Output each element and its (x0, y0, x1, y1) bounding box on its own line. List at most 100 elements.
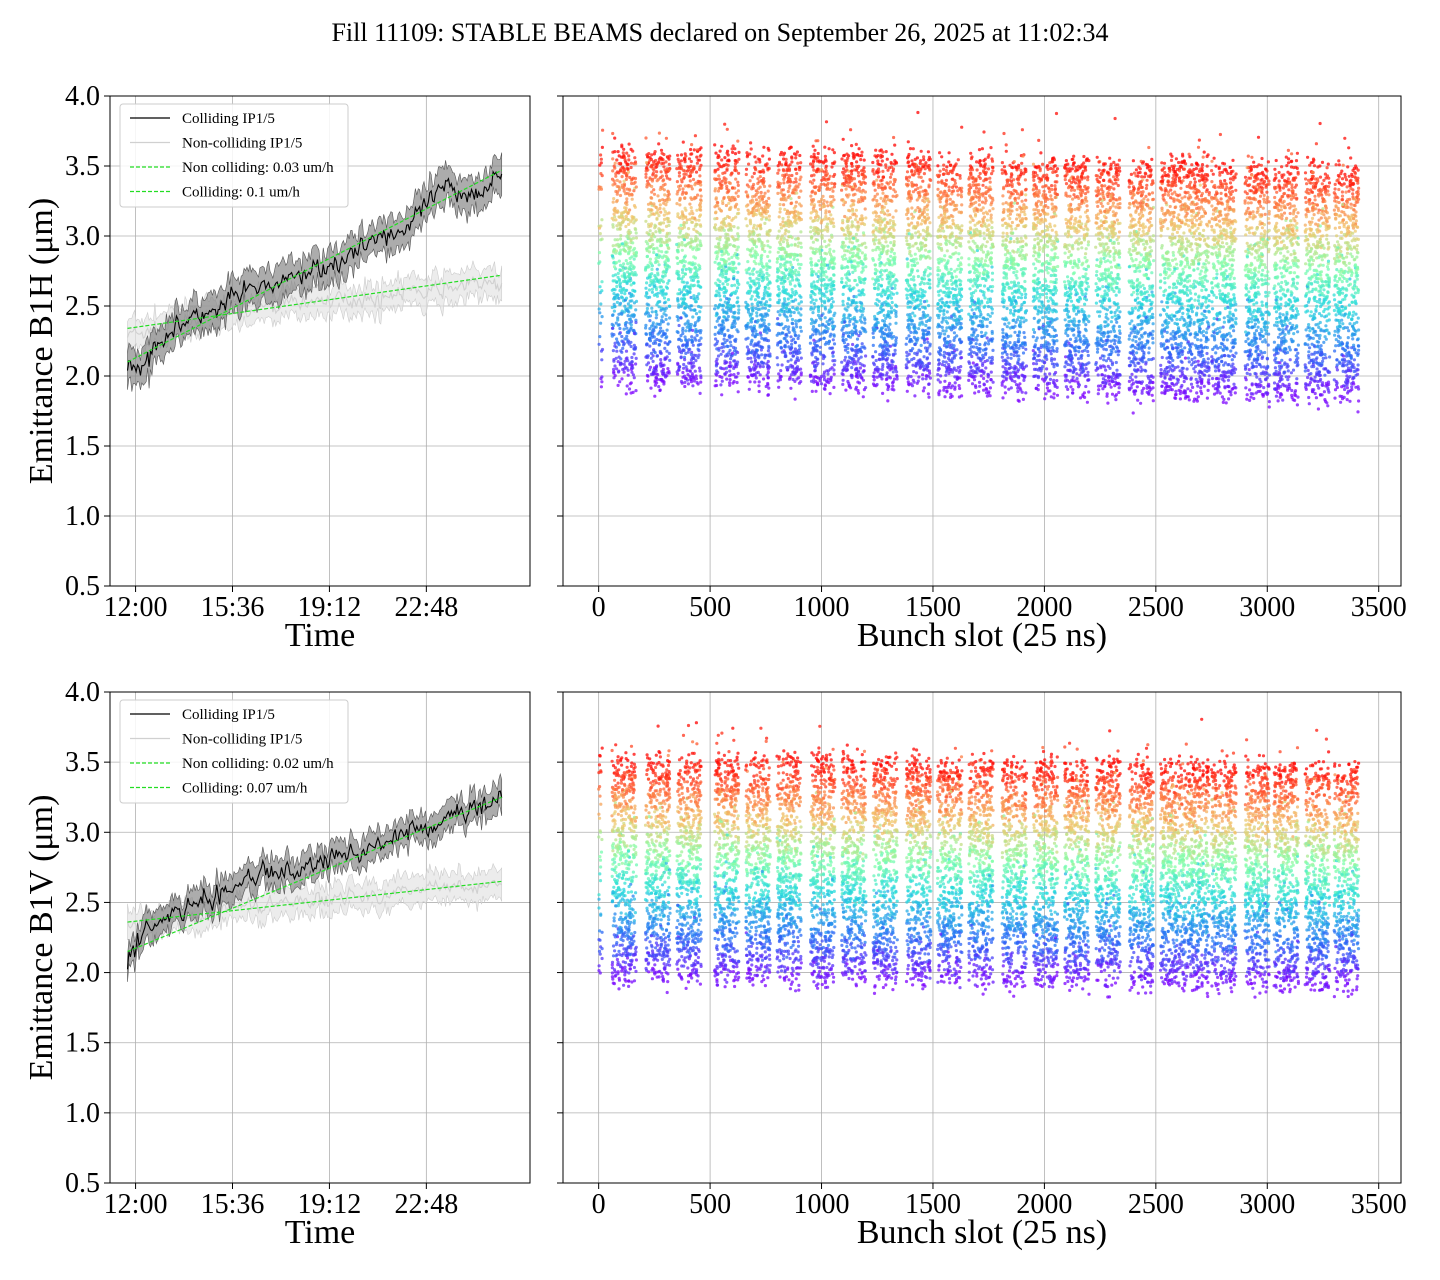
bunch-point-1 (848, 320, 851, 323)
bunch-point-1 (758, 380, 761, 383)
bunch-point-1 (737, 311, 740, 314)
bunch-point-1 (736, 300, 739, 303)
bunch-point-1 (625, 175, 628, 178)
bunch-point-1 (678, 227, 681, 230)
bunch-point-1 (881, 188, 884, 191)
bunch-point-1 (782, 240, 785, 243)
bunch-point-1 (731, 147, 734, 150)
bunch-point-1 (850, 172, 853, 175)
bunch-point-1 (629, 382, 632, 385)
bunch-point-1 (626, 341, 629, 344)
bunch-point-1 (851, 223, 854, 226)
bunch-point-1 (893, 287, 896, 290)
bunch-point-1 (690, 323, 693, 326)
bunch-point-1 (830, 182, 833, 185)
bunch-point-1 (731, 151, 734, 154)
bunch-point-1 (713, 170, 716, 173)
bunch-point-1 (625, 215, 628, 218)
bunch-point-1 (618, 180, 621, 183)
bunch-point-1 (699, 154, 702, 157)
bunch-point-1 (876, 368, 879, 371)
bunch-point-1 (632, 282, 635, 285)
bunch-point-1 (754, 342, 757, 345)
bunch-point-1 (826, 204, 829, 207)
bunch-point-1 (777, 386, 780, 389)
bunch-point-1 (925, 377, 928, 380)
bunch-point-1 (623, 328, 626, 331)
bunch-point-1 (625, 266, 628, 269)
bunch-point-1 (624, 161, 627, 164)
bunch-point-1 (737, 262, 740, 265)
bunch-point-1 (810, 203, 813, 206)
bunch-point-1 (906, 354, 909, 357)
bunch-point-1 (690, 335, 693, 338)
bunch-point-1 (785, 339, 788, 342)
bunch-point-1 (693, 284, 696, 287)
bunch-point-1 (635, 236, 638, 239)
bunch-point-1 (646, 180, 649, 183)
bunch-point-1 (764, 192, 767, 195)
bunch-point-1 (818, 324, 821, 327)
bunch-point-1 (656, 301, 659, 304)
bunch-point-1 (749, 141, 752, 144)
bunch-point-1 (833, 173, 836, 176)
bunch-point-1 (692, 344, 695, 347)
bunch-point-1 (615, 249, 618, 252)
legend-label-0-1: Non-colliding IP1/5 (182, 136, 302, 152)
bunch-point-1 (684, 329, 687, 332)
bunch-point-1 (653, 226, 656, 229)
bunch-point-1 (776, 181, 779, 184)
bunch-point-1 (795, 370, 798, 373)
bunch-point-1 (831, 148, 834, 151)
bunch-point-1 (612, 197, 615, 200)
bunch-point-1 (718, 264, 721, 267)
bunch-point-1 (699, 146, 702, 149)
bunch-point-1 (651, 264, 654, 267)
bunch-point-1 (714, 343, 717, 346)
bunch-point-1 (690, 353, 693, 356)
bunch-point-1 (690, 160, 693, 163)
bunch-point-1 (682, 169, 685, 172)
bunch-point-1 (927, 150, 930, 153)
bunch-point-1 (751, 280, 754, 283)
bunch-point-1 (677, 338, 680, 341)
bunch-point-1 (690, 143, 693, 146)
bunch-point-1 (810, 306, 813, 309)
bunch-point-1 (856, 283, 859, 286)
bunch-point-1 (625, 308, 628, 311)
bunch-point-1 (782, 181, 785, 184)
bunch-point-1 (677, 331, 680, 334)
bunch-point-1 (880, 284, 883, 287)
bunch-point-1 (746, 224, 749, 227)
bunch-point-1 (826, 297, 829, 300)
bunch-point-1 (906, 377, 909, 380)
bunch-point-1 (861, 262, 864, 265)
bunch-point-1 (853, 247, 856, 250)
bunch-point-1 (621, 217, 624, 220)
bunch-point-1 (768, 218, 771, 221)
bunch-point-1 (765, 272, 768, 275)
bunch-point-1 (842, 167, 845, 170)
bunch-point-1 (646, 310, 649, 313)
bunch-point-1 (630, 166, 633, 169)
bunch-point-1 (663, 193, 666, 196)
bunch-point-1 (791, 366, 794, 369)
bunch-point-1 (656, 163, 659, 166)
bunch-point-1 (699, 331, 702, 334)
bunch-point-1 (763, 322, 766, 325)
bunch-point-1 (683, 375, 686, 378)
bunch-point-1 (682, 281, 685, 284)
bunch-point-1 (843, 359, 846, 362)
bunch-point-1 (714, 294, 717, 297)
bunch-point-1 (676, 370, 679, 373)
bunch-point-1 (700, 195, 703, 198)
bunch-point-1 (600, 158, 603, 161)
bunch-point-1 (828, 239, 831, 242)
bunch-point-1 (714, 304, 717, 307)
bunch-point-1 (745, 190, 748, 193)
bunch-point-1 (652, 202, 655, 205)
bunch-point-1 (722, 342, 725, 345)
bunch-point-1 (819, 338, 822, 341)
bunch-point-1 (695, 230, 698, 233)
bunch-point-1 (884, 237, 887, 240)
